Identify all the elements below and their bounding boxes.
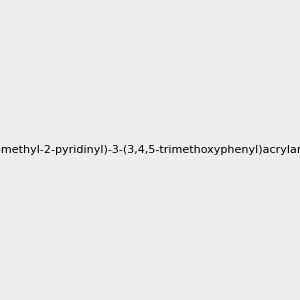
Text: N-(4-methyl-2-pyridinyl)-3-(3,4,5-trimethoxyphenyl)acrylamide: N-(4-methyl-2-pyridinyl)-3-(3,4,5-trimet…	[0, 145, 300, 155]
